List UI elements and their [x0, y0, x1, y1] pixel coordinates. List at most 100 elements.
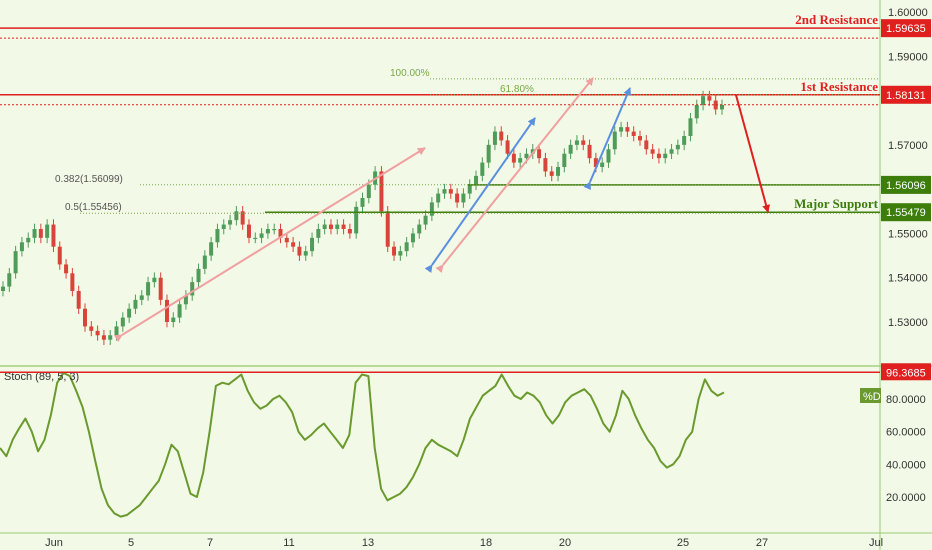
candle-body [316, 229, 321, 238]
time-tick-label: 20 [559, 537, 571, 549]
candle-body [164, 299, 169, 322]
candle-body [701, 96, 706, 105]
candle-body [45, 224, 50, 238]
candle-body [146, 282, 151, 296]
candle-body [537, 149, 542, 159]
fib-label: 0.382(1.56099) [55, 174, 123, 185]
candle-body [619, 127, 624, 132]
candle-body [392, 246, 397, 256]
candle-body [354, 206, 359, 234]
stoch-tick-label: 80.0000 [886, 394, 926, 406]
stoch-d-line [0, 371, 725, 518]
candle-body [675, 144, 680, 150]
candle-body [423, 215, 428, 225]
candle-body [556, 167, 561, 176]
candle-body [19, 242, 24, 252]
candle-body [549, 171, 554, 176]
candle-body [253, 237, 258, 240]
candle-body [631, 131, 636, 136]
fib-label: 100.00% [390, 68, 430, 79]
candle-body [95, 330, 100, 336]
level-price-value: 1.56096 [886, 180, 926, 192]
level-price-value: 1.59635 [886, 23, 926, 35]
candle-body [57, 246, 62, 265]
candle-body [1, 286, 5, 291]
candle-body [202, 255, 207, 269]
price-tick-label: 1.54000 [888, 273, 928, 285]
candle-body [600, 162, 605, 167]
level-price-badge [881, 175, 931, 194]
pct-d-label: %D [863, 391, 881, 403]
time-tick-label: 25 [677, 537, 689, 549]
projection-arrow [113, 147, 426, 343]
level-name: 1st Resistance [800, 79, 878, 94]
candle-body [625, 127, 630, 132]
candle-body [51, 224, 56, 247]
candle-body [139, 295, 144, 300]
candle-body [196, 268, 201, 283]
price-tick-label: 1.53000 [888, 317, 928, 329]
level-name: Major Support [794, 196, 879, 211]
candle-body [385, 211, 390, 247]
candle-body [171, 317, 176, 322]
candle-body [303, 251, 308, 256]
candle-body [101, 335, 106, 340]
candle-body [209, 242, 214, 256]
projection-arrow [583, 87, 631, 191]
candle-body [284, 237, 289, 243]
time-tick-label: 27 [756, 537, 768, 549]
candle-body [448, 189, 453, 194]
candle-body [682, 136, 687, 145]
candle-body [64, 264, 69, 274]
candle-body [492, 131, 497, 145]
fib-label: 61.80% [500, 84, 534, 95]
candle-body [265, 229, 270, 234]
level-price-value: 1.55479 [886, 207, 926, 219]
candle-body [158, 277, 163, 300]
candle-body [347, 229, 352, 234]
stoch-tick-label: 40.0000 [886, 459, 926, 471]
candle-body [656, 153, 661, 159]
candle-body [707, 96, 712, 101]
candle-body [694, 105, 699, 119]
level-price-badge [881, 85, 931, 104]
candle-body [26, 237, 31, 243]
time-tick-label: 11 [283, 537, 294, 549]
level-price-badge [881, 203, 931, 222]
time-tick-label: 13 [362, 537, 374, 549]
candle-body [612, 131, 617, 150]
stoch-tick-label: 60.0000 [886, 427, 926, 439]
candle-body [120, 317, 125, 327]
time-tick-label: 18 [480, 537, 492, 549]
candle-body [70, 273, 75, 291]
candle-body [581, 140, 586, 145]
candle-body [587, 144, 592, 159]
candle-body [328, 224, 333, 229]
candle-body [713, 100, 718, 110]
candle-body [461, 193, 466, 203]
candle-body [341, 224, 346, 229]
candle-body [524, 153, 529, 159]
candle-body [310, 237, 315, 252]
candle-body [38, 229, 43, 238]
candle-body [108, 335, 113, 340]
candle-body [644, 140, 649, 150]
candle-body [114, 326, 119, 336]
candle-body [127, 308, 132, 318]
price-tick-label: 1.57000 [888, 140, 928, 152]
candle-body [467, 184, 472, 194]
candle-body [410, 233, 415, 243]
candle-body [322, 224, 327, 229]
price-tick-label: 1.55000 [888, 228, 928, 240]
candle-body [152, 277, 157, 283]
candle-body [221, 224, 226, 229]
time-tick-label: 7 [207, 537, 213, 549]
candle-body [335, 224, 340, 229]
level-price-value: 1.58131 [886, 90, 926, 102]
candle-body [518, 158, 523, 163]
candle-body [720, 105, 724, 110]
price-panel [0, 0, 880, 365]
candle-body [13, 251, 18, 274]
